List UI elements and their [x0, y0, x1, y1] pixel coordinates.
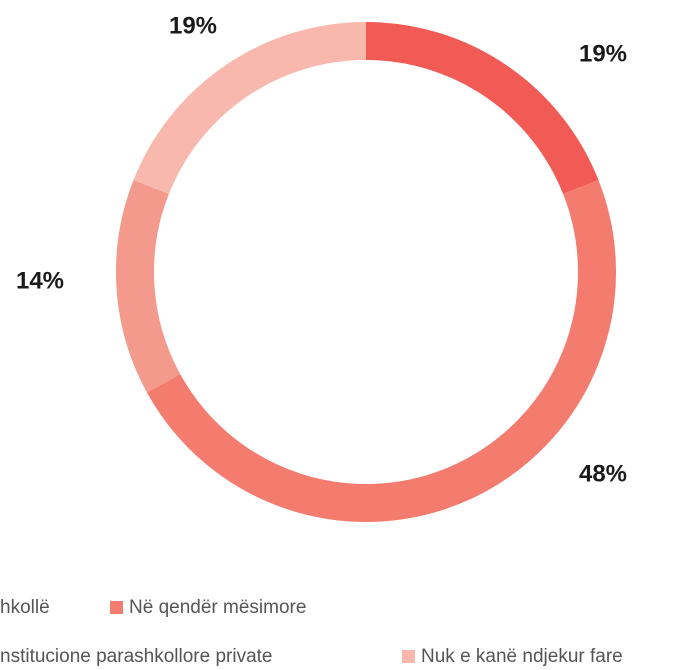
legend-label: nstitucione parashkollore private — [0, 646, 273, 667]
data-label: 14% — [16, 267, 64, 294]
donut-segment — [133, 22, 367, 195]
legend-swatch — [402, 650, 415, 663]
donut-segment — [146, 179, 616, 522]
legend-swatch — [110, 601, 123, 614]
donut-segment — [116, 179, 181, 393]
legend-label: Nuk e kanë ndjekur fare — [421, 646, 623, 667]
data-label: 19% — [169, 12, 217, 39]
data-label: 19% — [579, 40, 627, 67]
data-label: 48% — [579, 460, 627, 487]
legend-label: hkollë — [0, 597, 50, 618]
legend-label: Në qendër mësimore — [129, 597, 306, 618]
donut-segment — [365, 22, 599, 195]
